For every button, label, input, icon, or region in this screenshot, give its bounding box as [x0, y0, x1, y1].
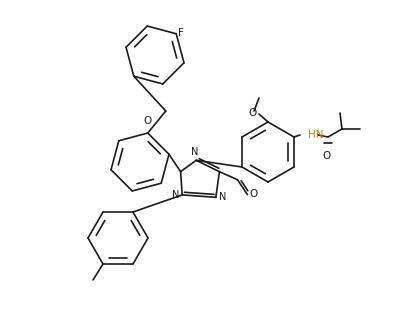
- Text: N: N: [219, 192, 226, 202]
- Text: F: F: [178, 28, 184, 38]
- Text: N: N: [191, 147, 199, 157]
- Text: HN: HN: [308, 130, 324, 140]
- Text: O: O: [249, 189, 258, 199]
- Text: O: O: [144, 116, 152, 126]
- Text: O: O: [323, 151, 331, 161]
- Text: N: N: [172, 190, 179, 200]
- Text: O: O: [249, 108, 257, 118]
